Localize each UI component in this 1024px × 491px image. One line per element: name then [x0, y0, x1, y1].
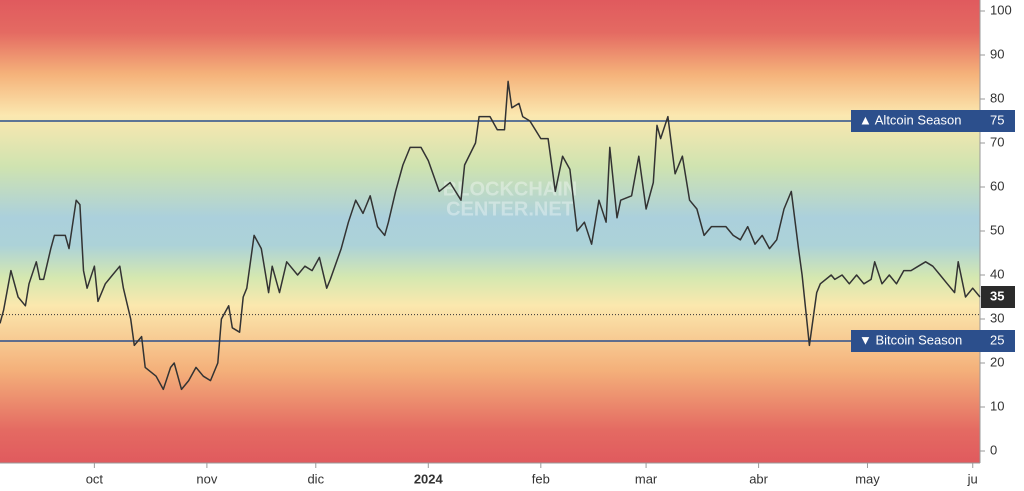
x-tick-label: dic: [307, 471, 324, 486]
y-tick-label: 100: [990, 2, 1012, 17]
y-tick-label: 30: [990, 310, 1004, 325]
season-label: ▼ Bitcoin Season: [859, 332, 962, 347]
season-label-box: [851, 110, 1015, 132]
y-tick-label: 0: [990, 442, 997, 457]
y-tick-label: 70: [990, 134, 1004, 149]
y-tick-label: 50: [990, 222, 1004, 237]
watermark: BLOCKCHAIN: [443, 178, 577, 200]
season-label-box: [851, 330, 1015, 352]
y-tick-label: 20: [990, 354, 1004, 369]
x-tick-label: 2024: [414, 471, 444, 486]
y-tick-label: 40: [990, 266, 1004, 281]
x-tick-label: oct: [86, 471, 104, 486]
season-label: ▲ Altcoin Season: [859, 112, 961, 127]
x-tick-label: ju: [967, 471, 978, 486]
y-tick-label: 80: [990, 90, 1004, 105]
y-tick-label: 90: [990, 46, 1004, 61]
season-value: 25: [990, 332, 1004, 347]
last-value-box: [981, 286, 1015, 308]
y-tick-label: 60: [990, 178, 1004, 193]
line-series: [0, 80, 981, 391]
watermark: CENTER.NET: [446, 198, 574, 220]
background: [0, 0, 980, 463]
x-tick-label: nov: [196, 471, 217, 486]
x-tick-label: mar: [635, 471, 658, 486]
x-tick-label: abr: [749, 471, 768, 486]
y-tick-label: 10: [990, 398, 1004, 413]
x-tick-label: may: [855, 471, 880, 486]
season-value: 75: [990, 112, 1004, 127]
last-value-label: 35: [990, 288, 1004, 303]
x-tick-label: feb: [532, 471, 550, 486]
